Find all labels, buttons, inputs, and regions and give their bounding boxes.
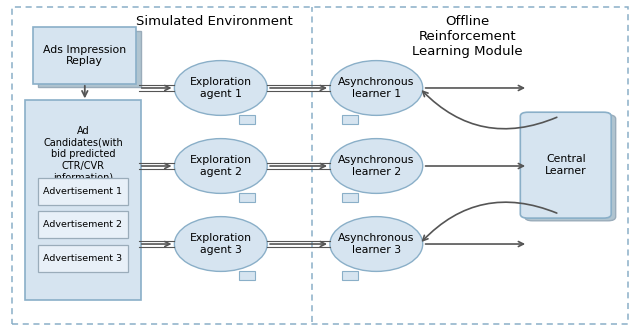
Text: Simulated Environment: Simulated Environment: [136, 15, 292, 28]
FancyBboxPatch shape: [342, 272, 358, 280]
Text: Ad
Candidates(with
bid predicted
CTR/CVR
information): Ad Candidates(with bid predicted CTR/CVR…: [43, 126, 123, 183]
FancyBboxPatch shape: [33, 27, 136, 84]
FancyBboxPatch shape: [25, 100, 141, 300]
Text: Asynchronous
learner 3: Asynchronous learner 3: [338, 233, 415, 255]
Text: Exploration
agent 2: Exploration agent 2: [190, 155, 252, 177]
Text: Central
Learner: Central Learner: [545, 154, 587, 176]
Ellipse shape: [174, 61, 268, 116]
Text: Exploration
agent 1: Exploration agent 1: [190, 77, 252, 99]
Text: Advertisement 2: Advertisement 2: [44, 220, 122, 229]
Ellipse shape: [330, 139, 423, 193]
FancyBboxPatch shape: [239, 194, 255, 202]
Ellipse shape: [174, 139, 268, 193]
FancyBboxPatch shape: [520, 112, 611, 218]
Text: Asynchronous
learner 2: Asynchronous learner 2: [338, 155, 415, 177]
FancyBboxPatch shape: [38, 31, 141, 87]
FancyBboxPatch shape: [239, 116, 255, 124]
FancyBboxPatch shape: [38, 178, 128, 205]
Text: Ads Impression
Replay: Ads Impression Replay: [44, 45, 126, 66]
FancyBboxPatch shape: [239, 272, 255, 280]
Ellipse shape: [174, 216, 268, 272]
FancyBboxPatch shape: [342, 116, 358, 124]
Ellipse shape: [330, 61, 423, 116]
Ellipse shape: [330, 216, 423, 272]
FancyBboxPatch shape: [525, 115, 616, 221]
Text: Advertisement 3: Advertisement 3: [44, 254, 122, 263]
FancyBboxPatch shape: [38, 211, 128, 238]
FancyBboxPatch shape: [38, 245, 128, 272]
Text: Advertisement 1: Advertisement 1: [44, 187, 122, 196]
Text: Asynchronous
learner 1: Asynchronous learner 1: [338, 77, 415, 99]
FancyBboxPatch shape: [342, 194, 358, 202]
Text: Offline
Reinforcement
Learning Module: Offline Reinforcement Learning Module: [412, 15, 522, 58]
Text: Exploration
agent 3: Exploration agent 3: [190, 233, 252, 255]
